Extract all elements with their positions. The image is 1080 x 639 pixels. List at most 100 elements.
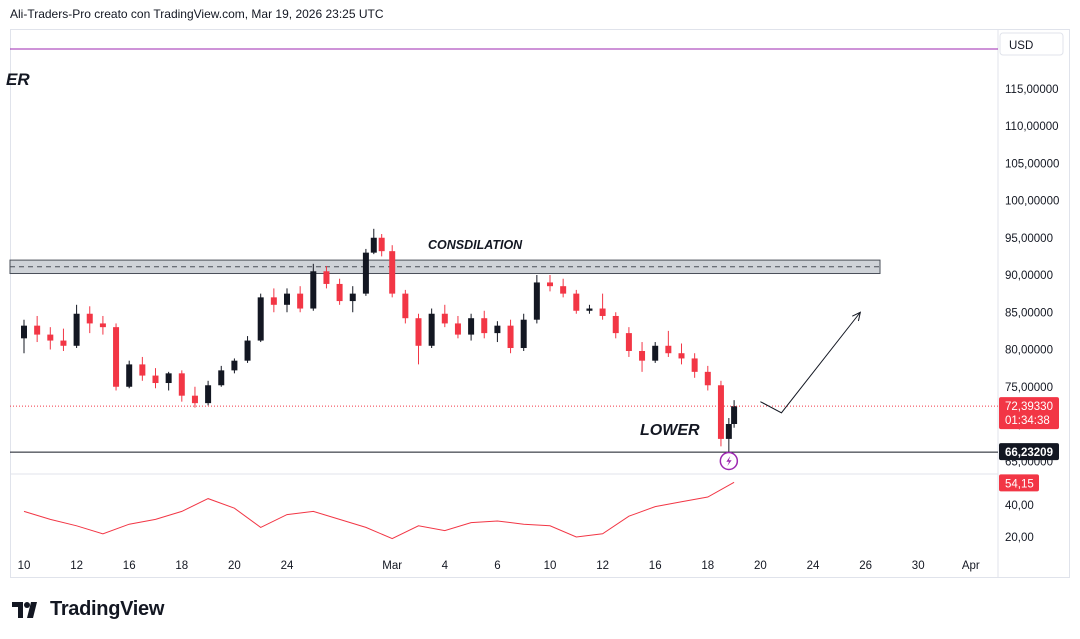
candle: [60, 328, 67, 351]
candle-body: [665, 345, 672, 354]
price-axis: USD 115,00000 110,00000 105,00000 100,00000 9…: [18, 32, 1064, 572]
projection-arrowhead: [852, 311, 862, 322]
candle: [428, 308, 435, 349]
candle-body: [284, 293, 290, 305]
time-tick-label: 6: [494, 560, 500, 572]
candle: [494, 321, 501, 343]
time-tick-label: 26: [859, 560, 872, 572]
time-tick-label: 20: [228, 560, 241, 572]
tradingview-wordmark: TradingView: [50, 598, 165, 620]
candle-body: [468, 318, 475, 335]
candle: [468, 313, 475, 341]
candle: [218, 365, 225, 387]
candle: [415, 313, 422, 365]
candle-body: [547, 282, 553, 287]
candle-body: [310, 271, 317, 309]
candle-body: [717, 385, 724, 439]
attribution-header: Ali-Traders-Pro creato con TradingView.c…: [10, 7, 384, 21]
candle-series: [21, 228, 738, 453]
candle: [323, 266, 330, 289]
chart-frame: [10, 29, 1070, 578]
time-tick-label: 10: [544, 560, 557, 572]
candle-body: [47, 334, 54, 341]
candle: [139, 356, 146, 381]
candle-body: [639, 350, 646, 361]
candle: [86, 306, 93, 334]
projection-arrow: [760, 311, 861, 414]
candle: [612, 312, 619, 339]
price-tick-label: 85,00000: [1005, 307, 1053, 319]
time-tick-label: 24: [807, 560, 820, 572]
tradingview-logo[interactable]: TradingView: [12, 598, 164, 621]
candle: [441, 304, 448, 328]
current-price-value: 72,39330: [1005, 401, 1053, 413]
candle: [165, 371, 172, 391]
candle-body: [370, 237, 377, 253]
rsi-current-badge: [999, 474, 1039, 492]
candle-body: [573, 293, 580, 311]
candle-body: [378, 237, 385, 252]
candle-body: [494, 325, 501, 334]
rsi-line: [23, 481, 735, 540]
currency-label: USD: [1009, 40, 1033, 52]
candle: [725, 418, 732, 453]
candle-body: [725, 424, 732, 439]
candle: [625, 327, 632, 357]
candle-body: [415, 318, 422, 346]
candle-body: [139, 364, 146, 376]
candle: [349, 286, 356, 313]
candle: [678, 343, 685, 365]
candle: [573, 289, 580, 314]
candle: [547, 275, 553, 292]
candle: [205, 380, 212, 406]
candle: [691, 353, 698, 378]
candle: [507, 319, 514, 354]
candle-body: [389, 251, 396, 294]
time-tick-label: 16: [649, 560, 662, 572]
time-tick-label: 10: [18, 560, 31, 572]
candle-body: [481, 318, 488, 334]
candle-body: [507, 325, 514, 349]
currency-box: [999, 32, 1064, 56]
candle: [113, 323, 120, 391]
candle: [599, 293, 606, 320]
candle: [231, 358, 238, 374]
time-tick-label: 30: [912, 560, 925, 572]
candle: [639, 342, 646, 372]
candle-body: [349, 293, 356, 302]
candle-body: [731, 406, 738, 424]
candle-body: [336, 283, 343, 302]
candle-body: [441, 313, 448, 324]
candle-body: [270, 297, 277, 305]
candle: [402, 289, 409, 324]
candle-body: [86, 313, 93, 324]
price-tick-label: 75,00000: [1005, 382, 1053, 394]
rsi-tick-label: 40,00: [1005, 500, 1034, 512]
partial-title: ER: [6, 70, 30, 89]
candle-body: [257, 297, 264, 341]
candle: [389, 245, 396, 298]
candle: [454, 315, 461, 339]
rsi-current-value: 54,15: [1005, 478, 1034, 490]
candle-body: [599, 308, 606, 316]
candle: [310, 263, 317, 311]
candle-body: [625, 333, 632, 351]
countdown-timer: 01:34:38: [1005, 415, 1050, 427]
candle: [717, 380, 724, 447]
candle-body: [520, 319, 527, 349]
time-tick-label: 20: [754, 560, 767, 572]
candle-body: [205, 385, 212, 404]
candle: [520, 313, 527, 351]
time-tick-label: 12: [596, 560, 609, 572]
candle-body: [152, 375, 159, 384]
candle: [34, 315, 41, 343]
candle: [533, 275, 540, 324]
candle: [297, 286, 304, 313]
candle: [244, 336, 251, 363]
candle: [178, 370, 185, 402]
time-tick-label: 4: [442, 560, 449, 572]
candle: [152, 368, 159, 389]
candle: [284, 288, 290, 313]
rsi-tick-label: 20,00: [1005, 532, 1034, 544]
